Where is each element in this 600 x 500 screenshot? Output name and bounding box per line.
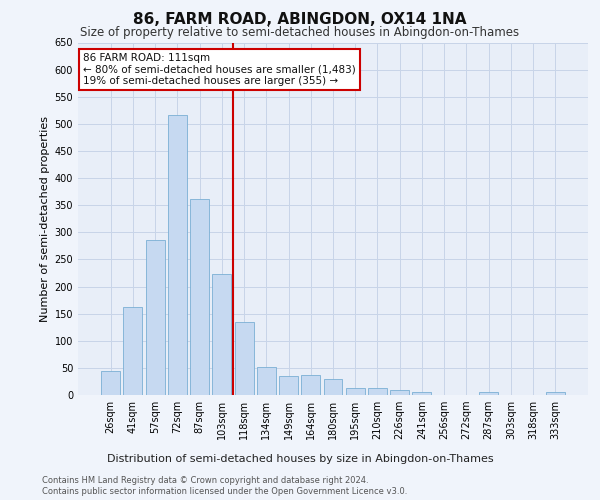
Bar	[101, 370, 120, 395]
Bar	[412, 392, 431, 395]
Bar	[390, 390, 409, 395]
Text: Contains HM Land Registry data © Crown copyright and database right 2024.: Contains HM Land Registry data © Crown c…	[42, 476, 368, 485]
Bar	[235, 322, 254, 395]
Text: 86 FARM ROAD: 111sqm
← 80% of semi-detached houses are smaller (1,483)
19% of se: 86 FARM ROAD: 111sqm ← 80% of semi-detac…	[83, 53, 356, 86]
Bar	[146, 240, 164, 395]
Bar	[346, 388, 365, 395]
Text: Size of property relative to semi-detached houses in Abingdon-on-Thames: Size of property relative to semi-detach…	[80, 26, 520, 39]
Bar	[212, 274, 231, 395]
Text: Contains public sector information licensed under the Open Government Licence v3: Contains public sector information licen…	[42, 488, 407, 496]
Bar	[124, 306, 142, 395]
Bar	[168, 114, 187, 395]
Bar	[368, 388, 387, 395]
Text: Distribution of semi-detached houses by size in Abingdon-on-Thames: Distribution of semi-detached houses by …	[107, 454, 493, 464]
Bar	[546, 392, 565, 395]
Bar	[190, 198, 209, 395]
Bar	[323, 380, 343, 395]
Text: 86, FARM ROAD, ABINGDON, OX14 1NA: 86, FARM ROAD, ABINGDON, OX14 1NA	[133, 12, 467, 26]
Bar	[279, 376, 298, 395]
Bar	[479, 392, 498, 395]
Bar	[257, 367, 276, 395]
Bar	[301, 376, 320, 395]
Y-axis label: Number of semi-detached properties: Number of semi-detached properties	[40, 116, 50, 322]
